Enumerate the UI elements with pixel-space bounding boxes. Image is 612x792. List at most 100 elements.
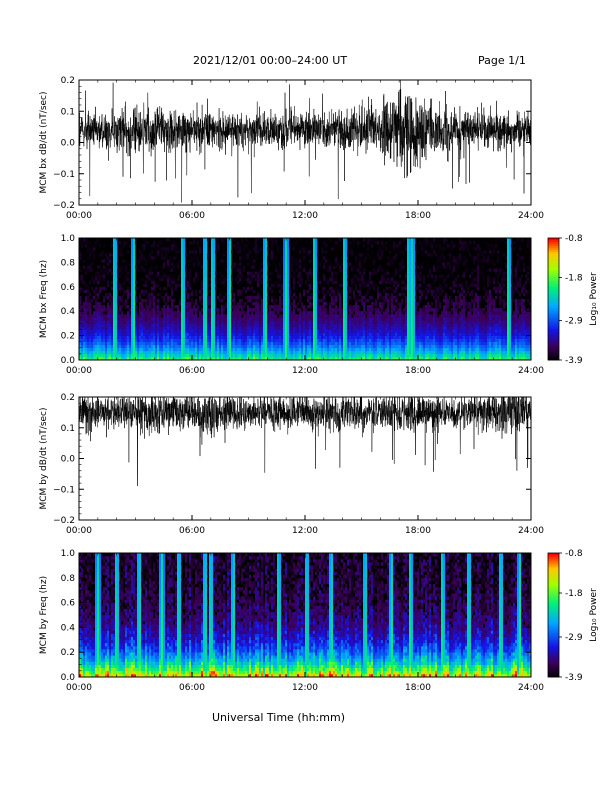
heat-cell: [177, 332, 180, 336]
heat-cell: [331, 347, 334, 352]
heat-cell: [215, 341, 218, 346]
heat-cell: [413, 259, 416, 263]
heat-cell: [313, 299, 316, 303]
heat-cell: [141, 329, 144, 333]
heat-cell: [193, 350, 196, 355]
heat-cell: [399, 323, 402, 327]
heat-cell: [245, 320, 248, 324]
heat-cell: [421, 311, 424, 315]
heat-cell: [181, 268, 184, 272]
heat-cell: [257, 356, 260, 360]
heat-cell: [169, 311, 172, 315]
heat-cell: [431, 308, 434, 312]
heat-cell: [197, 317, 200, 321]
heat-cell: [409, 335, 412, 339]
heat-cell: [401, 314, 404, 318]
heat-cell: [361, 277, 364, 281]
heat-cell: [161, 247, 164, 251]
heat-cell: [279, 341, 282, 346]
heat-cell: [131, 329, 134, 333]
heat-cell: [195, 271, 198, 275]
heat-cell: [157, 305, 160, 309]
heat-cell: [117, 341, 120, 346]
heat-cell: [415, 326, 418, 330]
heat-cell: [177, 320, 180, 324]
heat-cell: [185, 283, 188, 288]
heat-cell: [309, 344, 312, 349]
heat-cell: [265, 253, 268, 257]
heat-cell: [207, 353, 210, 358]
heat-cell: [363, 244, 366, 248]
heat-cell: [245, 277, 248, 281]
heat-cell: [315, 241, 318, 245]
heat-cell: [377, 338, 380, 342]
heat-cell: [393, 356, 396, 360]
heat-cell: [229, 341, 232, 346]
heat-cell: [251, 277, 254, 281]
heat-cell: [327, 326, 330, 330]
heat-cell: [225, 341, 228, 346]
heat-cell: [339, 305, 342, 309]
heat-cell: [81, 241, 84, 245]
heat-cell: [277, 326, 280, 330]
heat-cell: [429, 353, 432, 358]
heat-cell: [123, 259, 126, 263]
page-number: Page 1/1: [478, 54, 526, 67]
heat-cell: [185, 305, 188, 309]
heat-cell: [93, 350, 96, 355]
heat-cell: [219, 271, 222, 275]
heat-cell: [359, 277, 362, 281]
heat-cell: [321, 344, 324, 349]
heat-cell: [79, 344, 82, 349]
heat-cell: [193, 317, 196, 321]
heat-cell: [125, 323, 128, 327]
heat-cell: [231, 250, 234, 254]
heat-cell: [353, 292, 356, 297]
heat-cell: [357, 353, 360, 358]
heat-cell: [323, 265, 326, 269]
heat-cell: [325, 341, 328, 346]
heat-cell: [187, 356, 190, 360]
heat-cell: [253, 338, 256, 342]
heat-cell: [429, 244, 432, 248]
heat-cell: [239, 268, 242, 272]
heat-cell: [239, 353, 242, 358]
heat-cell: [435, 350, 438, 355]
heat-cell: [125, 332, 128, 336]
heat-cell: [347, 353, 350, 358]
heat-cell: [215, 286, 218, 291]
heat-cell: [93, 347, 96, 352]
heat-cell: [395, 347, 398, 352]
heat-cell: [371, 308, 374, 312]
heat-cell: [425, 338, 428, 342]
heat-cell: [395, 317, 398, 321]
heat-cell: [277, 250, 280, 254]
heat-cell: [405, 302, 408, 306]
heat-cell: [125, 338, 128, 342]
heat-cell: [421, 326, 424, 330]
heat-cell: [259, 338, 262, 342]
heat-cell: [315, 329, 318, 333]
heat-cell: [105, 268, 108, 272]
heat-cell: [79, 268, 82, 272]
heat-cell: [321, 247, 324, 251]
heat-cell: [297, 338, 300, 342]
heat-cell: [375, 347, 378, 352]
heat-cell: [193, 335, 196, 339]
heat-cell: [197, 347, 200, 352]
heat-cell: [133, 277, 136, 281]
heat-cell: [231, 265, 234, 269]
heat-cell: [79, 350, 82, 355]
heat-cell: [195, 341, 198, 346]
heat-cell: [143, 350, 146, 355]
heat-cell: [121, 283, 124, 288]
heat-cell: [141, 302, 144, 306]
heat-cell: [419, 353, 422, 358]
heat-cell: [237, 320, 240, 324]
heat-cell: [205, 259, 208, 263]
heat-cell: [83, 344, 86, 349]
heat-cell: [227, 311, 230, 315]
heat-cell: [227, 262, 230, 266]
heat-cell: [171, 299, 174, 303]
heat-cell: [401, 292, 404, 297]
